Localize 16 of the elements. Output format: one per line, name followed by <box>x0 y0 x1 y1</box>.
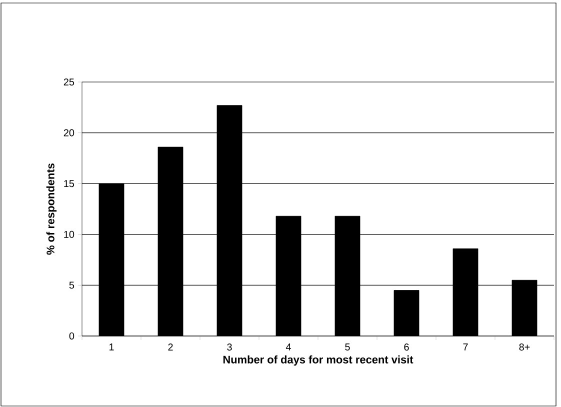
x-tick-label: 8+ <box>519 344 530 351</box>
y-tick-label: 25 <box>64 78 74 86</box>
x-tick-label: 3 <box>227 344 232 351</box>
y-tick-label: 10 <box>64 230 74 238</box>
y-tick-label: 20 <box>64 129 74 136</box>
x-axis-title: Number of days for most recent visit <box>223 355 414 366</box>
y-tick-label: 15 <box>64 180 74 188</box>
x-tick-label: 4 <box>286 344 291 350</box>
x-tick-label: 5 <box>345 344 350 350</box>
y-tick-label: 0 <box>69 332 74 340</box>
x-tick-label: 2 <box>168 344 173 350</box>
y-tick-label: 5 <box>69 282 74 289</box>
x-tick-label: 6 <box>404 344 409 351</box>
x-tick-label: 1 <box>109 344 114 350</box>
y-axis-title: % of respondents <box>46 163 57 255</box>
x-tick-label: 7 <box>463 344 468 350</box>
